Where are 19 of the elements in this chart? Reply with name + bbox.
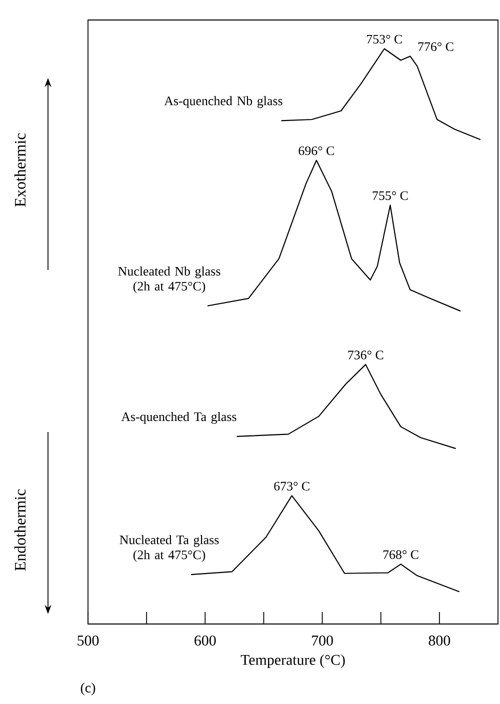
- x-axis-title: Temperature (°C): [240, 654, 345, 668]
- annotation: 736° C: [348, 350, 384, 360]
- text: Exothermic: [14, 133, 26, 207]
- series-label: Nucleated Nb glass (2h at 475°C): [118, 266, 220, 294]
- text: Endothermic: [14, 489, 26, 571]
- x-tick-label: 600: [194, 636, 216, 646]
- series-label: As-quenched Nb glass: [164, 96, 282, 108]
- annotation: 753° C: [366, 34, 402, 44]
- annotation: 768° C: [383, 550, 418, 559]
- x-tick-label: 500: [78, 636, 99, 646]
- annotation: 755° C: [372, 191, 408, 200]
- annotation: 673° C: [274, 482, 310, 491]
- x-tick-label: 700: [312, 636, 333, 646]
- x-tick-label: 800: [428, 636, 450, 646]
- series-label: As-quenched Ta glass: [121, 412, 236, 424]
- text: (c): [80, 682, 96, 696]
- annotation: 696° C: [298, 146, 334, 156]
- annotation: 776° C: [418, 42, 454, 52]
- series-label: Nucleated Ta glass (2h at 475°C): [120, 535, 219, 562]
